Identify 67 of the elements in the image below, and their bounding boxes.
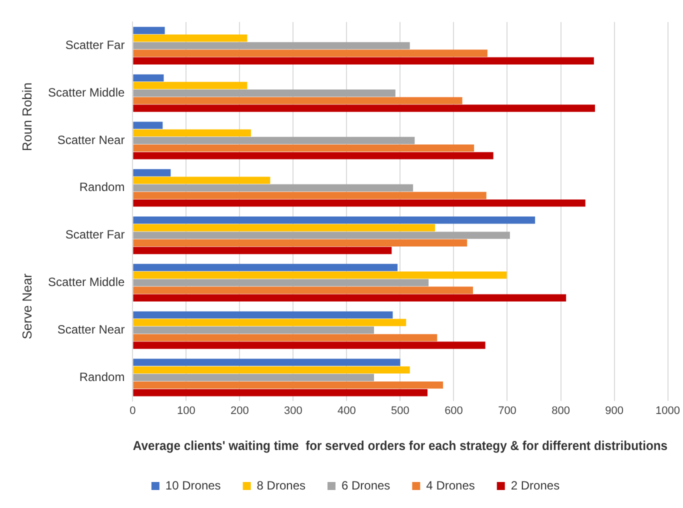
legend-label: 10 Drones: [165, 478, 221, 492]
x-tick-label: 200: [230, 404, 249, 417]
bar: [133, 264, 398, 272]
bar: [133, 216, 536, 224]
bar: [133, 294, 566, 302]
y-tick-label: Random: [79, 370, 125, 384]
bar: [133, 374, 374, 382]
bar: [133, 136, 415, 144]
x-axis-title: Average clients' waiting time for served orders for each strategy & for different distributions: [132, 438, 668, 453]
bar: [133, 104, 595, 112]
bar: [133, 199, 586, 207]
x-tick-label: 0: [130, 404, 136, 417]
bar: [133, 286, 473, 294]
text: Roun Robin: [20, 82, 35, 152]
bar: [133, 232, 510, 239]
bar: [133, 358, 400, 366]
x-tick-label: 400: [338, 404, 356, 417]
bar: [133, 366, 410, 374]
bar: [133, 90, 396, 97]
bar: [133, 26, 165, 34]
x-tick-label: 800: [552, 404, 570, 417]
bar: [133, 279, 429, 286]
bar: [133, 311, 393, 319]
bar: [133, 97, 462, 104]
bar: [133, 42, 410, 50]
bar: [133, 318, 406, 326]
legend-label: 6 Drones: [341, 478, 390, 492]
bar: [133, 334, 438, 342]
bar: [133, 326, 374, 334]
bar: [133, 82, 248, 90]
bar: [133, 169, 171, 176]
bar: [133, 176, 270, 184]
bar: [133, 152, 494, 160]
y-tick-label: Scatter Middle: [48, 275, 126, 290]
x-tick-label: 300: [284, 404, 302, 417]
bar: [133, 50, 488, 57]
bar: [133, 389, 428, 396]
y-tick-label: Scatter Middle: [48, 85, 126, 100]
bar: [133, 129, 251, 137]
x-tick-label: 900: [605, 404, 624, 417]
bar: [133, 381, 444, 389]
y-tick-label: Scatter Near: [57, 322, 125, 336]
y-tick-label: Random: [79, 180, 125, 194]
bar: [133, 246, 392, 254]
bar: [133, 272, 507, 279]
bar: [133, 74, 164, 82]
x-tick-label: 700: [498, 404, 516, 417]
y-tick-label: Scatter Near: [57, 132, 125, 147]
bar: [133, 342, 486, 349]
y-tick-label: Scatter Far: [65, 228, 125, 242]
bar: [133, 34, 248, 42]
x-tick-label: 100: [177, 404, 196, 417]
x-tick-label: 1000: [656, 404, 680, 417]
legend-label: 4 Drones: [426, 478, 475, 492]
bar: [133, 57, 594, 64]
legend-label: 2 Drones: [510, 478, 560, 492]
legend-label: 8 Drones: [256, 478, 306, 492]
bar: [133, 224, 436, 232]
bar: [133, 122, 163, 129]
text: Serve Near: [20, 272, 35, 340]
y-tick-label: Scatter Far: [65, 38, 125, 52]
x-tick-label: 500: [391, 404, 410, 417]
x-tick-label: 600: [444, 404, 463, 417]
bar: [133, 184, 414, 192]
bar: [133, 239, 468, 246]
bar: [133, 192, 486, 200]
bar: [133, 144, 474, 152]
